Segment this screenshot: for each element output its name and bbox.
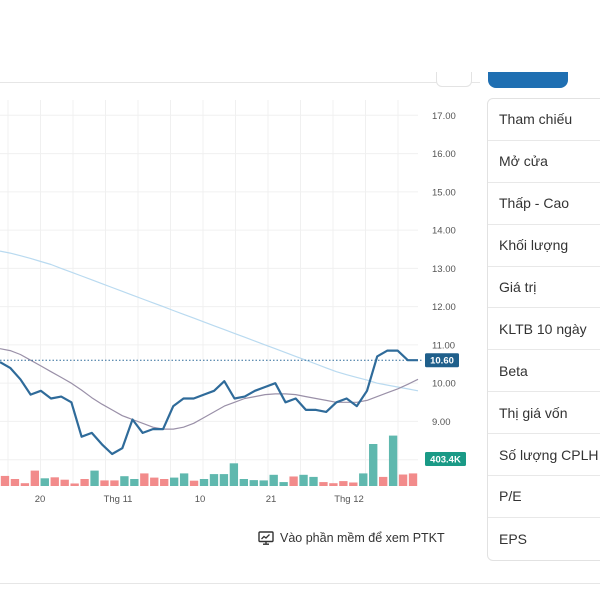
volume-bar	[369, 444, 378, 486]
info-row: Tham chiếu	[488, 99, 600, 141]
info-row-label: Beta	[499, 362, 528, 379]
open-ptkt-label: Vào phần mềm để xem PTKT	[280, 531, 445, 545]
info-row: Số lượng CPLH	[488, 434, 600, 477]
info-row: Thấp - Cao	[488, 183, 600, 225]
info-row-label: Khối lượng	[499, 237, 569, 254]
price-tick-label: 10.00	[432, 379, 456, 390]
price-chart[interactable]: 17.00 16.00 15.00 14.00 13.00 12.00 11.00 10.00…	[0, 100, 470, 505]
volume-bar	[339, 481, 348, 486]
volume-bar	[239, 479, 249, 486]
x-tick-label: 10	[195, 494, 206, 505]
info-row: EPS	[488, 518, 600, 560]
volume-bar	[299, 474, 308, 486]
volume-bar	[130, 479, 139, 486]
volume-bar	[30, 470, 40, 486]
info-row-label: EPS	[499, 530, 528, 547]
volume-bar	[40, 478, 49, 486]
price-line	[0, 349, 418, 456]
volume-bar	[70, 483, 79, 486]
volume-bar	[60, 479, 69, 486]
volume-bar	[90, 470, 99, 486]
info-row: Khối lượng	[488, 225, 600, 267]
volume-bar	[289, 476, 298, 486]
info-row-label: Thị giá vốn	[499, 404, 568, 421]
info-row-label: Thấp - Cao	[499, 195, 570, 212]
info-row-label: P/E	[499, 488, 522, 505]
volume-bar	[140, 473, 149, 486]
volume-bar	[319, 482, 328, 486]
info-row: Mở cửa	[488, 141, 600, 183]
monitor-chart-icon	[258, 531, 274, 545]
volume-bar	[329, 483, 338, 486]
volume-bar	[160, 479, 169, 486]
x-tick-label: 20	[35, 494, 46, 505]
info-row: P/E	[488, 476, 600, 518]
x-tick-label: Thg 11	[104, 494, 133, 505]
volume-bar	[110, 480, 119, 486]
volume-bar	[169, 477, 179, 486]
volume-bar	[150, 477, 159, 486]
volume-bar	[80, 479, 89, 486]
last-price-badge-bg	[425, 353, 459, 368]
volume-bar	[0, 475, 10, 486]
price-tick-label: 14.00	[432, 226, 456, 237]
info-row-label: Tham chiếu	[499, 111, 573, 128]
volume-bar	[199, 479, 209, 486]
price-tick-label: 17.00	[432, 111, 456, 122]
volume-bar	[10, 479, 20, 486]
open-ptkt-link[interactable]: Vào phần mềm để xem PTKT	[258, 528, 445, 548]
volume-bar	[359, 473, 368, 486]
stock-info-panel: Tham chiếu Mở cửa Thấp - Cao Khối lượng Giá …	[487, 98, 600, 561]
last-price-badge: 10.60	[425, 353, 459, 368]
chart-toolbar-button[interactable]	[436, 72, 472, 87]
info-row-label: Số lượng CPLH	[499, 446, 599, 463]
volume-bar	[269, 474, 278, 486]
volume-bar	[120, 476, 129, 486]
last-price-value: 10.60	[430, 356, 454, 367]
volume-bar	[408, 473, 418, 486]
volume-bar	[279, 482, 288, 486]
volume-bar	[219, 474, 229, 486]
volume-bar	[349, 482, 358, 486]
price-tick-label: 16.00	[432, 149, 456, 160]
info-row: Thị giá vốn	[488, 392, 600, 435]
info-row-label: Giá trị	[499, 279, 537, 295]
price-tick-label: 13.00	[432, 264, 456, 275]
volume-bar	[388, 435, 398, 486]
ma-short-line	[0, 348, 419, 430]
volume-bar	[50, 477, 59, 486]
active-tab-indicator[interactable]	[488, 72, 568, 88]
price-tick-label: 11.00	[432, 340, 455, 351]
volume-bar	[378, 476, 388, 486]
volume-badge-bg	[425, 452, 466, 466]
info-row: KLTB 10 ngày	[488, 308, 600, 351]
volume-bar	[179, 473, 189, 486]
ma-long-line	[0, 250, 419, 392]
info-row: Giá trị	[488, 267, 600, 309]
volume-bar	[100, 480, 109, 486]
info-row-label: Mở cửa	[499, 153, 548, 170]
x-tick-label: Thg 12	[334, 494, 364, 505]
price-tick-label: 9.00	[432, 417, 451, 428]
info-row-label: KLTB 10 ngày	[499, 320, 587, 337]
volume-bar	[249, 480, 258, 486]
volume-badge: 403.4K	[425, 452, 466, 466]
volume-badge-value: 403.4K	[430, 455, 461, 466]
x-tick-label: 21	[266, 494, 277, 505]
info-row: Beta	[488, 350, 600, 393]
footer-divider	[0, 583, 600, 584]
volume-bar	[189, 480, 199, 486]
volume-bar	[398, 474, 408, 486]
price-tick-label: 15.00	[432, 187, 456, 198]
volume-bar	[259, 480, 268, 486]
price-tick-label: 12.00	[432, 302, 456, 313]
volume-bar	[229, 463, 239, 486]
volume-bar	[209, 474, 219, 486]
volume-bar	[309, 476, 318, 486]
volume-bar	[20, 483, 30, 486]
chart-top-divider	[0, 82, 480, 83]
